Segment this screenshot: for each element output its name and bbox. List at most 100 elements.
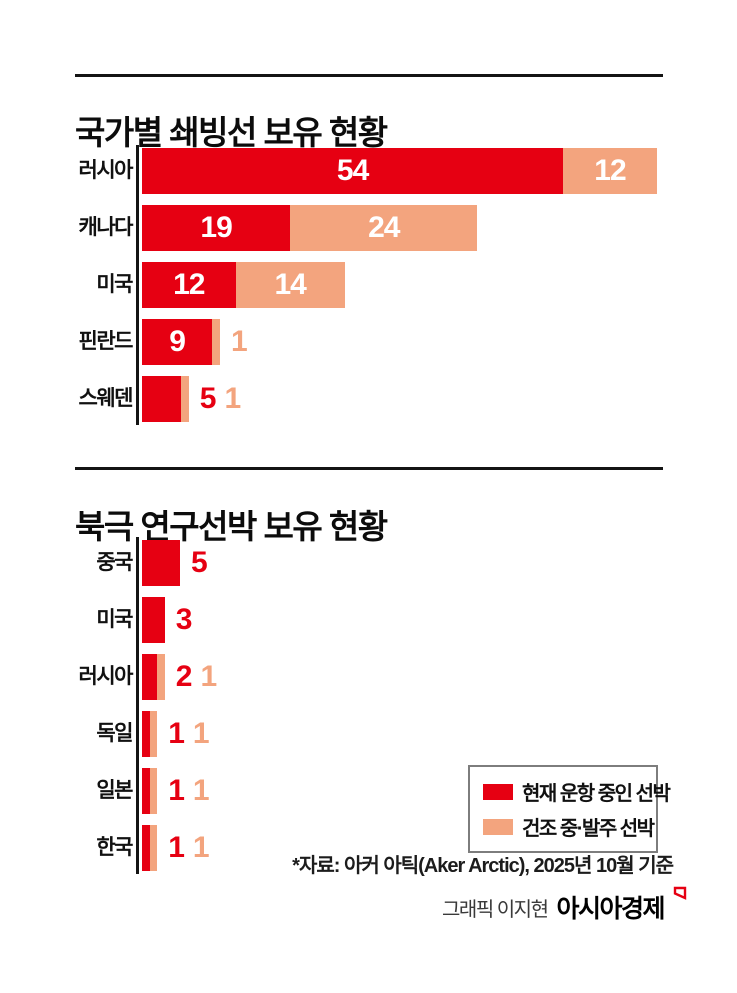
bar-row: 캐나다 19 24 xyxy=(60,205,657,251)
outside-value-labels: 1 xyxy=(230,319,248,365)
bar-value-label: 19 xyxy=(200,211,232,244)
legend-item-ordered: 건조 중·발주 선박 xyxy=(483,812,656,841)
bar-value-label: 5 xyxy=(199,382,217,415)
bar-segment-ordered xyxy=(149,768,158,814)
outside-value-labels: 5 xyxy=(191,540,208,586)
legend-item-operating: 현재 운항 중인 선박 xyxy=(483,777,671,806)
bar-track: 54 12 xyxy=(142,148,657,194)
bar-row: 핀란드 9 1 xyxy=(60,319,657,365)
source-note: *자료: 아커 아틱(Aker Arctic), 2025년 10월 기준 xyxy=(292,855,674,877)
bar-row: 일본 1 1 xyxy=(60,768,216,814)
bar-value-label: 1 xyxy=(192,774,210,807)
bar-segment-operating xyxy=(142,540,180,586)
bar-value-label: 14 xyxy=(274,268,307,301)
chart1-axis-line xyxy=(136,145,139,425)
bar-track xyxy=(142,654,165,700)
bar-value-label: 5 xyxy=(191,546,208,579)
bar-track xyxy=(142,376,189,422)
bar-value-label: 1 xyxy=(168,774,185,807)
bar-track xyxy=(142,768,158,814)
operating-swatch xyxy=(483,783,513,800)
legend-item-label: 현재 운항 중인 선박 xyxy=(522,783,671,805)
legend-item-label: 건조 중·발주 선박 xyxy=(522,818,655,840)
bar-segment-operating xyxy=(142,768,150,814)
bar-segment-ordered: 12 xyxy=(563,148,657,194)
bar-track: 19 24 xyxy=(142,205,478,251)
category-label: 러시아 xyxy=(78,159,134,182)
bar-segment-ordered: 14 xyxy=(235,262,345,308)
bar-value-label: 54 xyxy=(336,154,369,187)
bar-row: 스웨덴 5 1 xyxy=(60,376,657,422)
bar-value-label: 1 xyxy=(224,382,241,415)
bar-track xyxy=(142,825,158,871)
category-label: 핀란드 xyxy=(78,330,134,353)
bar-row: 러시아 2 1 xyxy=(60,654,217,700)
category-label: 미국 xyxy=(96,273,133,296)
category-label: 캐나다 xyxy=(78,216,134,239)
bar-value-label: 1 xyxy=(192,831,210,864)
section2-title: 북극 연구선박 보유 현황 xyxy=(75,508,388,546)
bar-row: 미국 12 14 xyxy=(60,262,657,308)
bar-track xyxy=(142,597,165,643)
bar-row: 미국 3 xyxy=(60,597,216,643)
outside-value-labels: 3 xyxy=(175,597,193,643)
bar-value-label: 1 xyxy=(168,831,185,864)
bar-row: 독일 1 1 xyxy=(60,711,216,757)
bar-row: 중국 5 xyxy=(60,540,216,586)
credit-line: 그래픽 이지현 아시아경제 xyxy=(442,886,687,925)
brand-flag-icon xyxy=(673,886,687,905)
bar-segment-operating: 54 xyxy=(142,148,564,194)
bar-row: 러시아 54 12 xyxy=(60,148,657,194)
bar-track: 9 xyxy=(142,319,220,365)
ordered-swatch xyxy=(483,818,513,835)
bar-segment-ordered xyxy=(149,711,158,757)
bar-segment-ordered xyxy=(212,319,220,365)
bar-value-label: 3 xyxy=(175,603,193,636)
category-label: 한국 xyxy=(96,836,133,859)
bar-value-label: 12 xyxy=(594,154,626,187)
bar-value-label: 9 xyxy=(169,325,186,358)
category-label: 미국 xyxy=(96,608,133,631)
bar-segment-operating: 9 xyxy=(142,319,213,365)
bar-segment-ordered xyxy=(149,825,158,871)
bar-segment-ordered xyxy=(157,654,165,700)
bar-segment-ordered: 24 xyxy=(290,205,478,251)
icebreaker-chart: 러시아 54 12 캐나다 19 24 미국 12 14 핀란드 9 1 스웨덴 5 1 xyxy=(60,145,657,425)
bar-value-label: 24 xyxy=(368,211,400,244)
bar-value-label: 1 xyxy=(230,325,248,358)
chart2-axis-line xyxy=(136,537,139,874)
section2-divider xyxy=(75,467,663,470)
bar-segment-operating: 19 xyxy=(142,205,291,251)
category-label: 일본 xyxy=(96,779,133,802)
category-label: 러시아 xyxy=(78,665,134,688)
bar-segment-operating: 12 xyxy=(142,262,236,308)
bar-value-label: 1 xyxy=(192,717,210,750)
bar-value-label: 12 xyxy=(173,268,205,301)
bar-track: 12 14 xyxy=(142,262,345,308)
bar-segment-operating xyxy=(142,711,150,757)
research-vessel-chart: 중국 5 미국 3 러시아 2 1 독일 1 1 일본 1 1 한국 1 1 xyxy=(60,537,217,874)
bar-segment-operating xyxy=(142,654,158,700)
bar-track xyxy=(142,540,180,586)
brand-logo-text: 아시아경제 xyxy=(556,895,665,923)
bar-value-label: 1 xyxy=(200,660,217,693)
legend-box: 현재 운항 중인 선박 건조 중·발주 선박 xyxy=(468,765,671,853)
bar-value-label: 2 xyxy=(175,660,193,693)
section1-divider xyxy=(75,74,663,77)
bar-value-label: 1 xyxy=(168,717,185,750)
chart2-rows: 중국 5 미국 3 러시아 2 1 독일 1 1 일본 1 1 한국 1 1 xyxy=(60,540,217,871)
bar-segment-operating xyxy=(142,376,181,422)
bar-row: 한국 1 1 xyxy=(60,825,216,871)
category-label: 중국 xyxy=(96,551,133,574)
bar-track xyxy=(142,711,158,757)
section1-title: 국가별 쇄빙선 보유 현황 xyxy=(75,114,388,152)
chart1-rows: 러시아 54 12 캐나다 19 24 미국 12 14 핀란드 9 1 스웨덴 5 1 xyxy=(60,148,657,422)
bar-segment-ordered xyxy=(181,376,189,422)
category-label: 스웨덴 xyxy=(78,387,134,410)
bar-segment-operating xyxy=(142,597,165,643)
